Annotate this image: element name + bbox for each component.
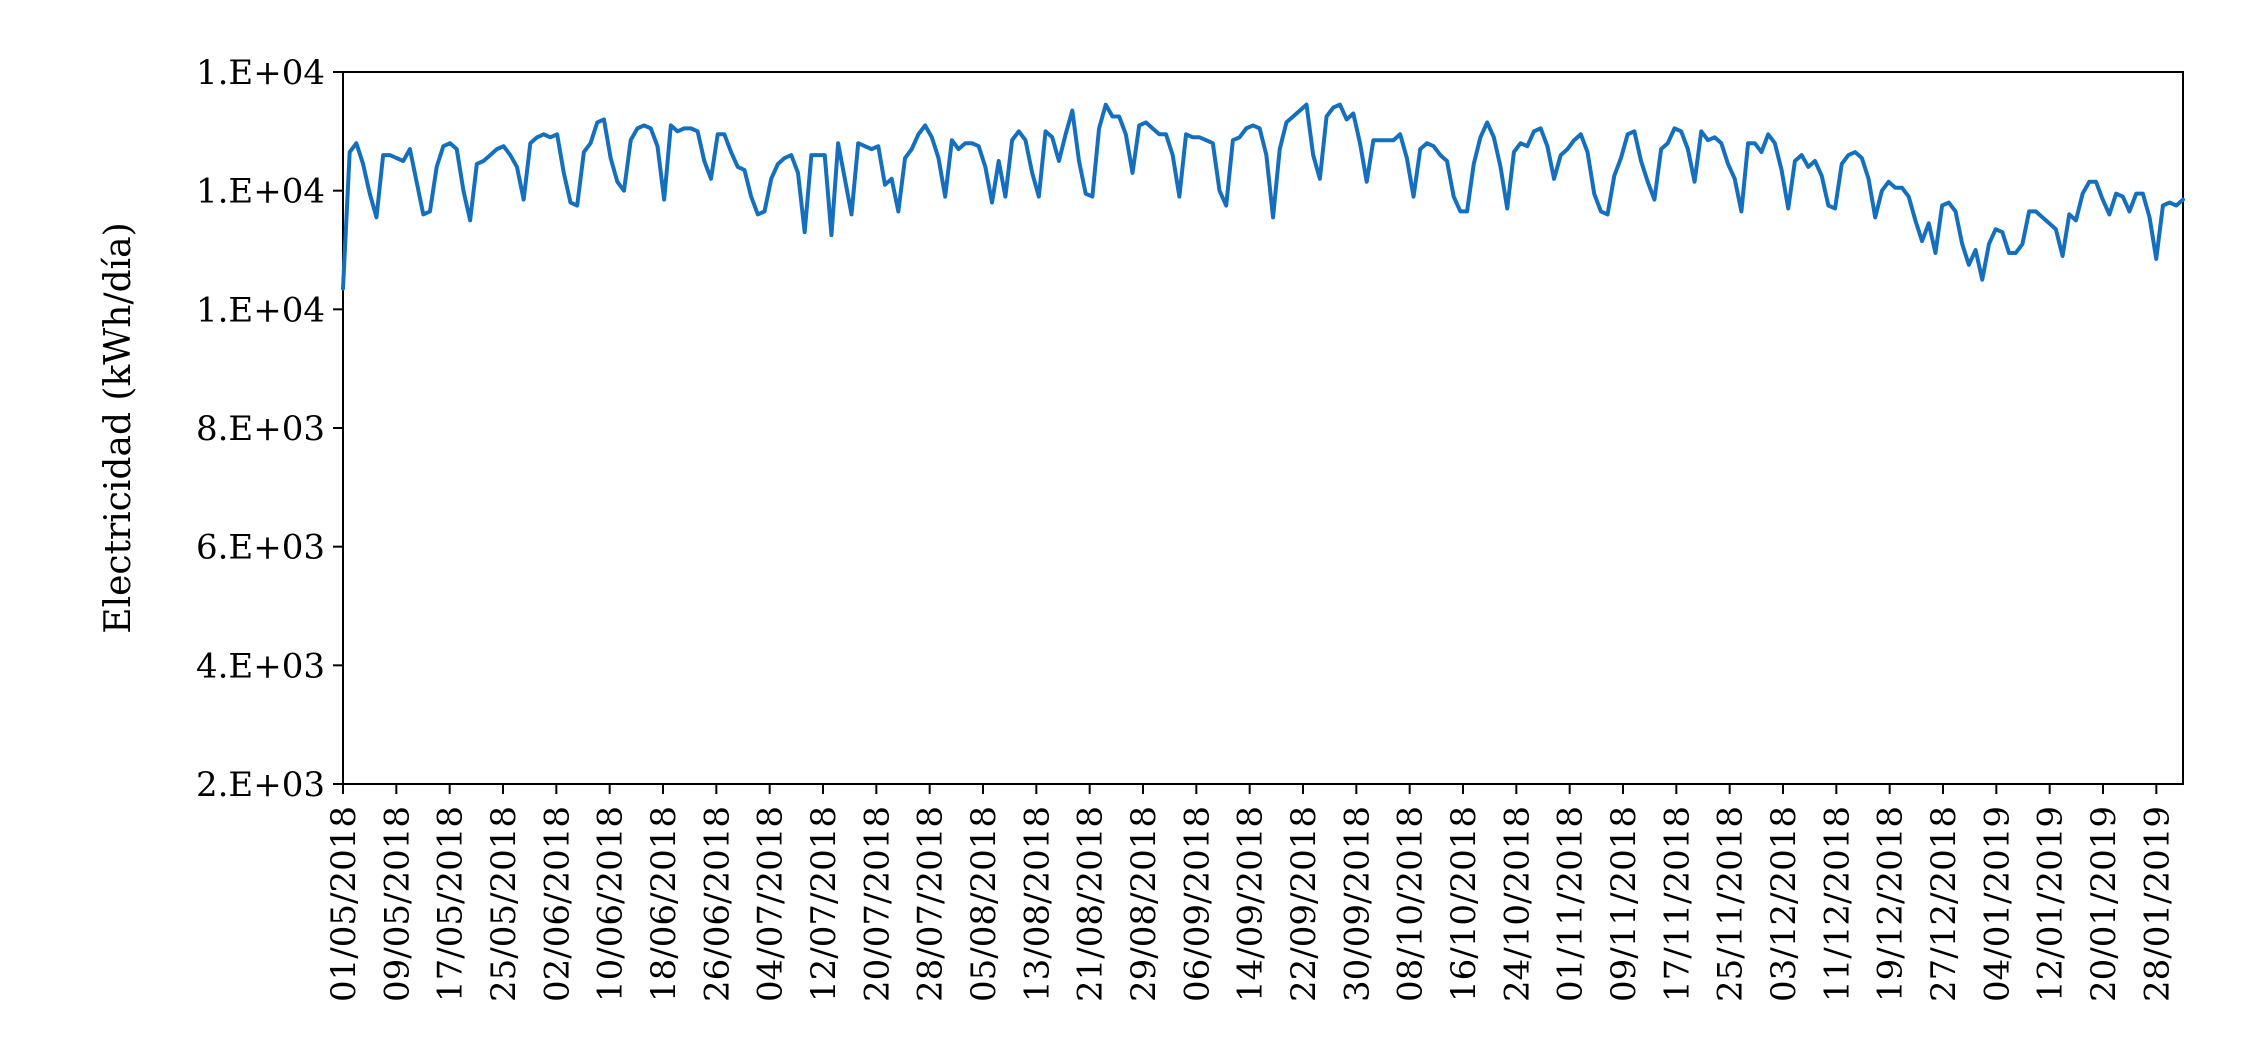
- x-tick-label: 10/06/2018: [591, 806, 631, 1002]
- x-tick-label: 04/01/2019: [1977, 806, 2017, 1002]
- x-tick-label: 29/08/2018: [1124, 806, 1164, 1002]
- x-tick-label: 22/09/2018: [1284, 806, 1324, 1002]
- x-tick-label: 02/06/2018: [537, 806, 577, 1002]
- x-tick-label: 06/09/2018: [1177, 806, 1217, 1002]
- x-tick-label: 01/11/2018: [1551, 806, 1591, 1002]
- x-tick-label: 28/07/2018: [911, 806, 951, 1002]
- y-tick-label: 1.E+04: [196, 53, 325, 93]
- x-tick-label: 12/01/2019: [2031, 806, 2071, 1002]
- x-tick-label: 11/12/2018: [1817, 806, 1857, 1002]
- x-tick-label: 17/11/2018: [1657, 806, 1697, 1002]
- x-tick-label: 04/07/2018: [751, 806, 791, 1002]
- x-tick-label: 03/12/2018: [1764, 806, 1804, 1002]
- x-tick-label: 20/07/2018: [857, 806, 897, 1002]
- x-tick-label: 30/09/2018: [1337, 806, 1377, 1002]
- x-tick-label: 17/05/2018: [431, 806, 471, 1002]
- plot-area: [342, 71, 2184, 785]
- x-tick-label: 12/07/2018: [804, 806, 844, 1002]
- x-tick-label: 24/10/2018: [1497, 806, 1537, 1002]
- x-tick-label: 19/12/2018: [1871, 806, 1911, 1002]
- x-tick-label: 21/08/2018: [1071, 806, 1111, 1002]
- x-tick-label: 26/06/2018: [697, 806, 737, 1002]
- x-tick-label: 20/01/2019: [2084, 806, 2124, 1002]
- y-tick-label: 1.E+04: [196, 290, 325, 330]
- y-tick-label: 1.E+04: [196, 172, 325, 212]
- y-axis: 2.E+03 4.E+03 6.E+03 8.E+03 1.E+04 1.E+04 1.E+…: [196, 53, 343, 805]
- x-tick-label: 05/08/2018: [964, 806, 1004, 1002]
- electricity-series-line: [341, 102, 2185, 291]
- x-tick-label: 16/10/2018: [1444, 806, 1484, 1002]
- y-tick-label: 6.E+03: [196, 528, 325, 568]
- y-tick-label: 4.E+03: [196, 646, 325, 686]
- x-tick-label: 25/05/2018: [484, 806, 524, 1002]
- x-tick-label: 09/05/2018: [377, 806, 417, 1002]
- x-tick-label: 27/12/2018: [1924, 806, 1964, 1002]
- x-tick-label: 14/09/2018: [1231, 806, 1271, 1002]
- x-tick-label: 28/01/2019: [2137, 806, 2177, 1002]
- x-tick-label: 25/11/2018: [1711, 806, 1751, 1002]
- x-tick-label: 13/08/2018: [1017, 806, 1057, 1002]
- y-tick-label: 2.E+03: [196, 765, 325, 805]
- x-tick-label: 18/06/2018: [644, 806, 684, 1002]
- x-tick-label: 01/05/2018: [324, 806, 364, 1002]
- y-axis-title: Electricidad (kWh/día): [98, 222, 139, 633]
- x-axis: 01/05/2018 09/05/2018 17/05/2018 25/05/2018…: [324, 784, 2177, 1002]
- x-tick-label: 08/10/2018: [1391, 806, 1431, 1002]
- y-tick-label: 8.E+03: [196, 409, 325, 449]
- x-tick-label: 09/11/2018: [1604, 806, 1644, 1002]
